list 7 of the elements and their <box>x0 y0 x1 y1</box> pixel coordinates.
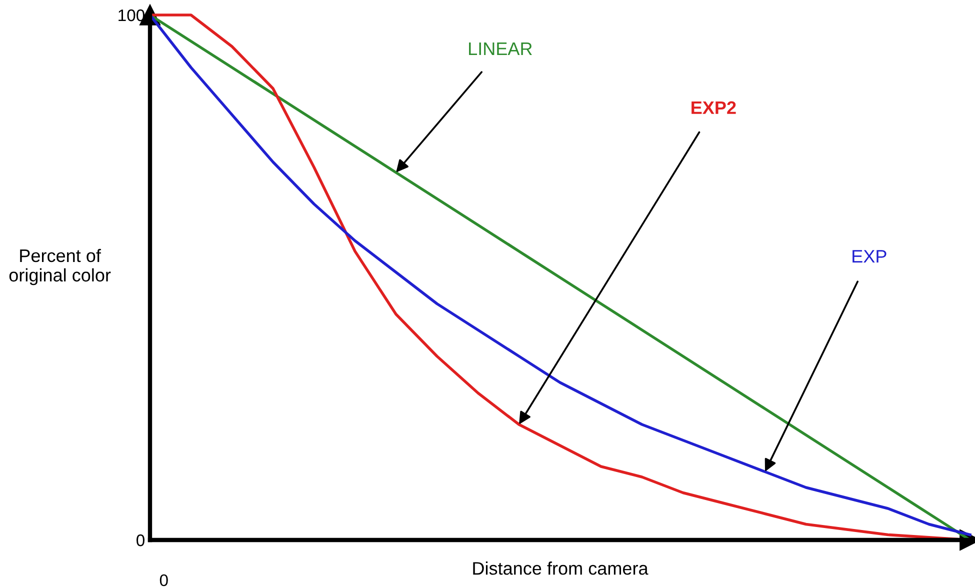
text: EXP2 <box>692 101 736 114</box>
text: 0 <box>160 574 168 586</box>
text: LINEAR <box>469 42 532 55</box>
x-axis-title: Distance from camera <box>473 562 648 575</box>
y-tick-label: 100 <box>118 9 144 22</box>
text: EXP <box>852 250 886 263</box>
y-axis-title: Percent of original color <box>9 248 111 286</box>
